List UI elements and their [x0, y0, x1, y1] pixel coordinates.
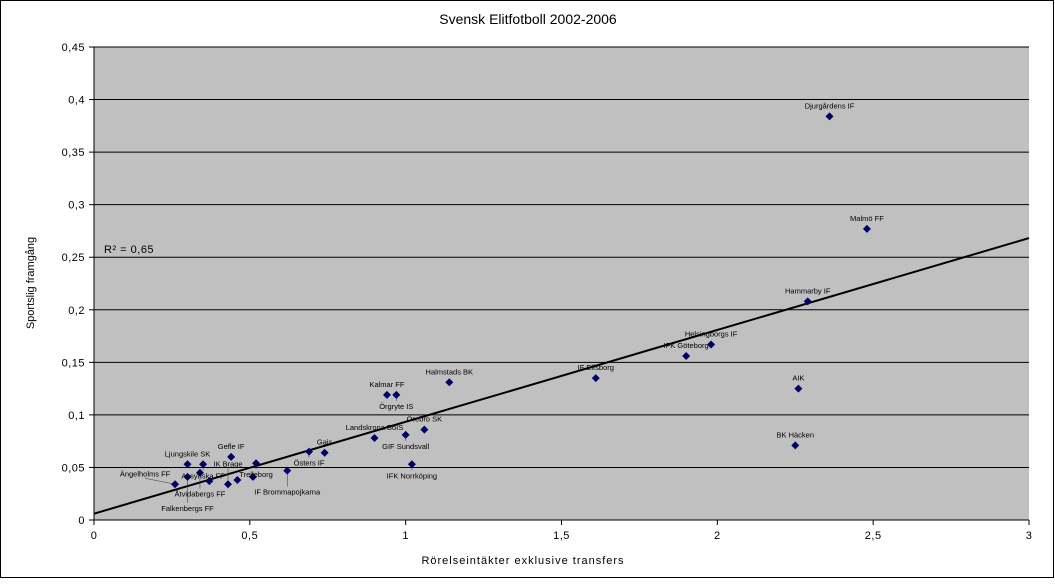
point-label: Halmstads BK [426, 367, 474, 376]
label-leader-line [144, 478, 176, 485]
data-point [862, 224, 871, 233]
x-tick-label: 3 [1026, 530, 1033, 542]
x-tick-label: 1 [402, 530, 409, 542]
y-axis-label: Sportslig framgång [25, 237, 37, 329]
data-point [682, 352, 691, 361]
point-label: Helsingborgs IF [685, 329, 738, 338]
point-label: Ljungskile SK [165, 449, 210, 458]
data-point [803, 297, 812, 306]
x-tick-label: 2 [714, 530, 721, 542]
x-axis-label: Rörelseintäkter exklusive transfers [421, 555, 624, 567]
chart-title: Svensk Elitfotboll 2002-2006 [439, 11, 617, 27]
y-tick-label: 0,1 [68, 410, 85, 422]
point-label: IFK Norrköping [387, 471, 437, 480]
point-label: Östers IF [294, 459, 325, 468]
point-label: IF Elfsborg [578, 363, 614, 372]
data-point [227, 452, 236, 461]
x-tick-label: 0 [91, 530, 98, 542]
point-label: GIF Sundsvall [382, 442, 429, 451]
point-label: Djurgårdens IF [805, 101, 855, 110]
y-tick-label: 0,4 [68, 95, 85, 107]
data-point [825, 112, 834, 121]
data-point [305, 447, 314, 456]
point-label: Assyriska FF [181, 471, 225, 480]
y-tick-label: 0,45 [62, 42, 85, 54]
data-point [205, 477, 214, 486]
x-tick-label: 1,5 [553, 530, 570, 542]
data-point [183, 472, 192, 481]
point-label: Malmö FF [850, 214, 884, 223]
point-label: Hammarby IF [785, 286, 831, 295]
point-label: Gefle IF [218, 442, 245, 451]
data-point [370, 434, 379, 443]
y-tick-label: 0,3 [68, 200, 85, 212]
point-label: Kalmar FF [369, 380, 404, 389]
data-point [320, 448, 329, 457]
data-point [195, 468, 204, 477]
y-tick-label: 0 [78, 515, 85, 527]
y-tick-label: 0,05 [62, 462, 85, 474]
data-point [252, 459, 261, 468]
r2-label: R² = 0,65 [104, 244, 154, 256]
point-label: Landskrona BoIS [346, 423, 404, 432]
data-point [407, 460, 416, 469]
data-point [248, 472, 257, 481]
point-label: IF Brommapojkarna [254, 488, 321, 497]
data-point [791, 441, 800, 450]
data-point [392, 390, 401, 399]
point-label: Falkenbergs FF [161, 504, 214, 513]
data-point [199, 460, 208, 469]
point-label: BK Häcken [776, 430, 814, 439]
data-point [382, 390, 391, 399]
point-label: AIK [792, 374, 804, 383]
data-point [401, 430, 410, 439]
point-label: Trelleborg [239, 470, 273, 479]
data-point [420, 425, 429, 434]
data-point [794, 384, 803, 393]
y-tick-label: 0,35 [62, 147, 85, 159]
point-label: Gais [317, 438, 333, 447]
point-label: Åtvidabergs FF [175, 490, 226, 499]
point-label: Ängelholms FF [120, 469, 171, 478]
data-point [183, 460, 192, 469]
data-point [707, 340, 716, 349]
data-point [283, 466, 292, 475]
data-point [445, 378, 454, 387]
x-tick-label: 2,5 [865, 530, 882, 542]
point-label: Örgryte IS [379, 402, 413, 411]
point-label: IK Brage [213, 459, 242, 468]
y-tick-label: 0,25 [62, 252, 85, 264]
point-label: Örebro SK [407, 415, 442, 424]
x-tick-label: 0,5 [241, 530, 258, 542]
point-label: IFK Göteborg [664, 341, 709, 350]
data-point [171, 480, 180, 489]
data-point [591, 374, 600, 383]
data-point [224, 480, 233, 489]
data-point [233, 476, 242, 485]
y-tick-label: 0,2 [68, 305, 85, 317]
y-tick-label: 0,15 [62, 357, 85, 369]
trendline [93, 237, 1030, 515]
